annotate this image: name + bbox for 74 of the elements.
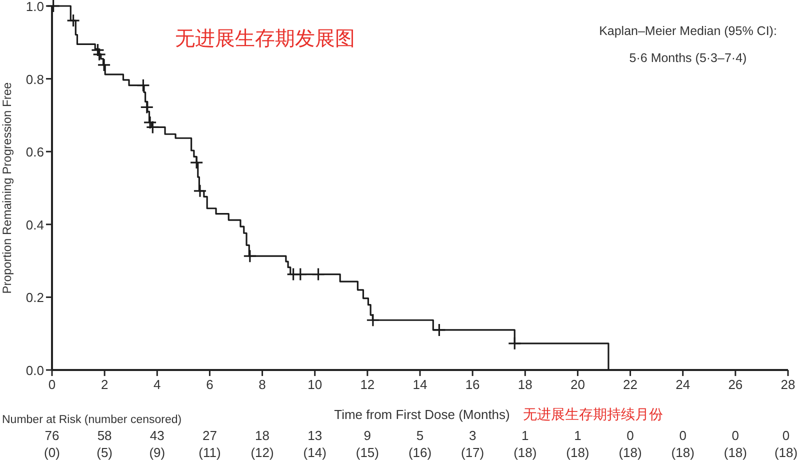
text: 43	[150, 428, 164, 443]
x-tick-label: 10	[308, 377, 322, 392]
point	[190, 156, 204, 170]
point	[311, 267, 326, 282]
y-tick-label: 1.0	[26, 0, 44, 14]
text: 1	[522, 428, 529, 443]
text: 无进展生存期持续月份	[523, 406, 663, 422]
x-tick-label: 26	[728, 377, 743, 392]
text: (18)	[724, 445, 747, 460]
x-tick-label: 8	[258, 377, 266, 392]
x-tick-label: 4	[154, 377, 161, 392]
annotation: 5·6 Months (5·3–7·4)	[629, 51, 747, 65]
point	[90, 43, 105, 57]
point	[243, 249, 257, 263]
y-axis-title: Proportion Remaining Progression Free	[0, 82, 14, 294]
point	[294, 267, 308, 282]
x-tick-label: 20	[570, 377, 585, 392]
x-tick-label: 22	[623, 377, 638, 392]
y-tick-label: 0.4	[26, 217, 44, 232]
text: (18)	[618, 445, 642, 460]
x-tick-label: 14	[412, 377, 428, 392]
y-tick-label: 0.2	[26, 290, 44, 306]
point	[366, 313, 380, 327]
x-tick-label: 18	[518, 377, 532, 392]
point	[136, 78, 150, 92]
point	[508, 336, 522, 350]
text: 0	[679, 428, 686, 443]
point	[143, 116, 157, 130]
text: 0	[732, 428, 740, 443]
text: 76	[44, 428, 60, 443]
text: (18)	[566, 445, 590, 460]
text: (18)	[514, 445, 537, 460]
text: 0	[626, 428, 634, 443]
point	[46, 0, 60, 13]
text: (18)	[671, 445, 694, 460]
x-tick-label: 24	[676, 377, 690, 392]
text: 5	[416, 428, 424, 443]
text: 9	[364, 428, 372, 443]
point	[66, 14, 80, 28]
text: (14)	[303, 445, 326, 460]
text: 27	[202, 428, 217, 443]
text: (12)	[250, 445, 274, 460]
y-tick-label: 0.6	[26, 144, 44, 160]
y-tick-label: 0.0	[26, 363, 44, 378]
point	[432, 323, 446, 337]
point	[97, 58, 111, 72]
text: (17)	[461, 445, 484, 460]
x-tick-label: 16	[465, 377, 480, 392]
text: Number at Risk (number censored)	[2, 414, 182, 426]
text: 3	[468, 428, 476, 443]
text: 18	[255, 428, 270, 443]
x-tick-label: 0	[48, 377, 56, 392]
text: (11)	[198, 445, 221, 460]
text: 无进展生存期发展图	[175, 28, 355, 50]
x-tick-label: 28	[780, 377, 796, 392]
x-tick-label: 6	[206, 377, 214, 392]
text: (0)	[44, 445, 60, 460]
point	[193, 184, 207, 198]
y-tick-label: 0.8	[26, 72, 44, 87]
text: (16)	[408, 445, 432, 460]
annotation: Kaplan–Meier Median (95% CI):	[599, 24, 777, 38]
text: (18)	[774, 445, 798, 460]
point	[146, 120, 160, 134]
point	[92, 48, 106, 62]
text: 58	[97, 428, 112, 443]
text: (15)	[356, 445, 379, 460]
text: 1	[574, 428, 582, 443]
text: (9)	[149, 445, 166, 460]
text: (5)	[96, 445, 113, 460]
x-axis-title: Time from First Dose (Months)	[334, 407, 510, 422]
x-tick-label: 12	[360, 377, 375, 392]
x-tick-label: 2	[100, 377, 108, 392]
text: 0	[782, 428, 790, 443]
text: 13	[308, 428, 322, 443]
